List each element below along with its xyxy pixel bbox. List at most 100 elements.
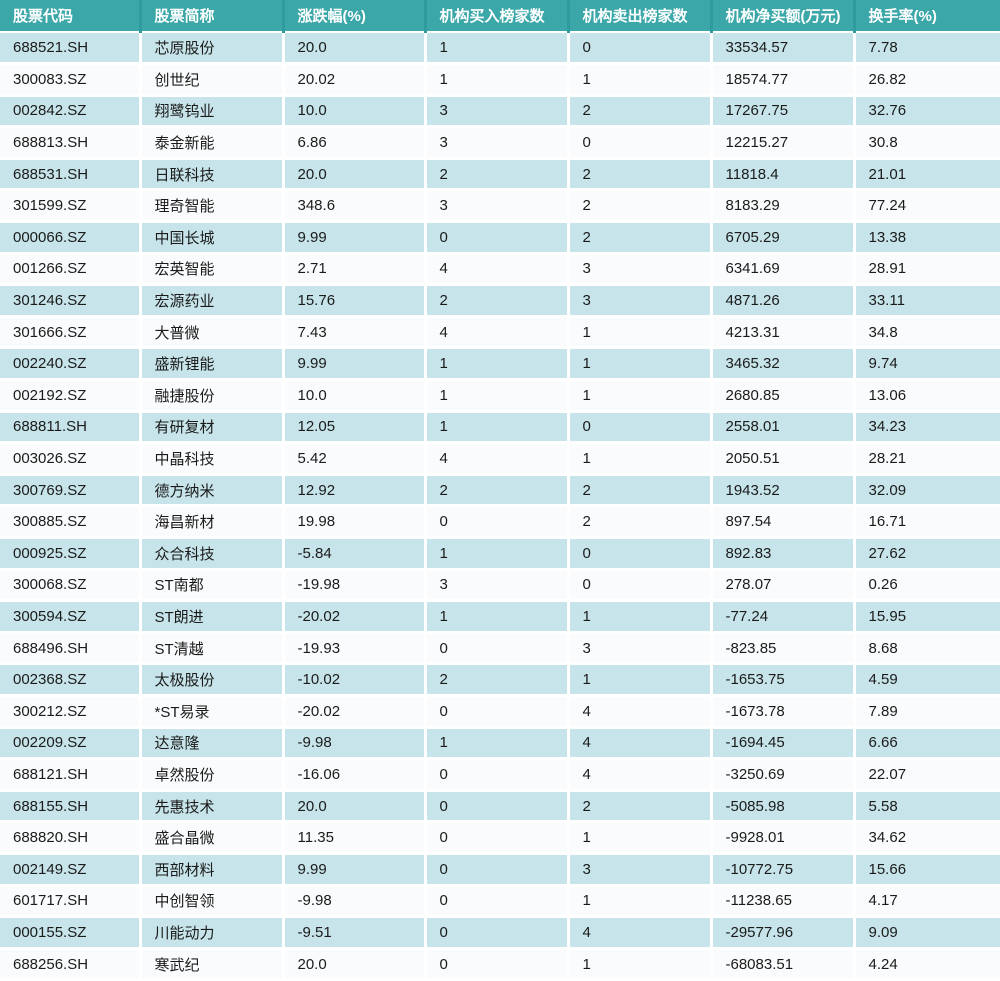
cell-change-pct: 15.76 — [281, 284, 425, 318]
cell-change-pct: 20.0 — [281, 158, 425, 192]
cell-turnover-rate-pct: 4.24 — [852, 948, 1000, 981]
cell-turnover-rate-pct: 21.01 — [852, 158, 1000, 192]
cell-turnover-rate-pct: 7.78 — [852, 32, 1000, 66]
cell-change-pct: -20.02 — [281, 600, 425, 634]
cell-turnover-rate-pct: 5.58 — [852, 790, 1000, 824]
table-row: 002240.SZ 盛新锂能 9.99 1 1 3465.32 9.74 — [0, 347, 1000, 382]
cell-stock-code: 002240.SZ — [0, 347, 140, 382]
cell-change-pct: -9.51 — [281, 916, 425, 950]
cell-stock-code: 688155.SH — [0, 790, 140, 824]
cell-change-pct: 7.43 — [281, 316, 425, 350]
cell-change-pct: 20.02 — [281, 63, 425, 97]
cell-stock-code: 002209.SZ — [0, 727, 140, 761]
cell-stock-name: 寒武纪 — [138, 948, 283, 981]
table-body: 688521.SH 芯原股份 20.0 1 0 33534.57 7.78 300083.SZ… — [0, 32, 1000, 981]
cell-inst-sell-list-count: 2 — [566, 95, 711, 129]
cell-stock-code: 000925.SZ — [0, 537, 140, 571]
cell-turnover-rate-pct: 32.76 — [852, 95, 1000, 129]
cell-turnover-rate-pct: 34.23 — [852, 411, 1000, 445]
cell-inst-net-buy-amount-wan: 892.83 — [709, 537, 854, 571]
cell-stock-code: 002368.SZ — [0, 663, 140, 697]
cell-inst-buy-list-count: 3 — [423, 189, 568, 224]
cell-stock-name: 中创智领 — [138, 885, 283, 919]
cell-inst-net-buy-amount-wan: -68083.51 — [709, 948, 854, 981]
cell-stock-name: ST朗进 — [138, 600, 283, 634]
cell-inst-net-buy-amount-wan: -9928.01 — [709, 821, 854, 855]
cell-turnover-rate-pct: 22.07 — [852, 758, 1000, 792]
cell-inst-sell-list-count: 1 — [566, 63, 711, 97]
table-header: 股票代码 股票简称 涨跌幅(%) 机构买入榜家数 机构卖出榜家数 机构净买额(万… — [0, 0, 1000, 33]
cell-change-pct: 20.0 — [281, 32, 425, 66]
cell-stock-name: 理奇智能 — [138, 189, 283, 224]
cell-inst-sell-list-count: 4 — [566, 758, 711, 792]
cell-stock-code: 688121.SH — [0, 758, 140, 792]
cell-inst-sell-list-count: 2 — [566, 790, 711, 824]
cell-turnover-rate-pct: 4.59 — [852, 663, 1000, 697]
cell-inst-sell-list-count: 4 — [566, 916, 711, 950]
cell-inst-buy-list-count: 0 — [423, 790, 568, 824]
cell-inst-buy-list-count: 0 — [423, 758, 568, 792]
cell-inst-net-buy-amount-wan: 1943.52 — [709, 474, 854, 508]
cell-turnover-rate-pct: 34.62 — [852, 821, 1000, 855]
table-row: 300885.SZ 海昌新材 19.98 0 2 897.54 16.71 — [0, 505, 1000, 539]
cell-inst-sell-list-count: 2 — [566, 474, 711, 508]
cell-inst-sell-list-count: 2 — [566, 189, 711, 224]
cell-inst-buy-list-count: 1 — [423, 347, 568, 382]
cell-inst-sell-list-count: 1 — [566, 948, 711, 981]
cell-turnover-rate-pct: 8.68 — [852, 632, 1000, 666]
table-row: 688256.SH 寒武纪 20.0 0 1 -68083.51 4.24 — [0, 948, 1000, 981]
cell-change-pct: 20.0 — [281, 948, 425, 981]
cell-change-pct: 5.42 — [281, 442, 425, 476]
col-header-turnover-rate-pct: 换手率(%) — [852, 0, 1000, 33]
cell-turnover-rate-pct: 13.38 — [852, 221, 1000, 255]
col-header-stock-name: 股票简称 — [138, 0, 283, 33]
cell-inst-sell-list-count: 0 — [566, 537, 711, 571]
cell-stock-code: 688256.SH — [0, 948, 140, 981]
cell-inst-buy-list-count: 0 — [423, 853, 568, 887]
cell-inst-net-buy-amount-wan: 897.54 — [709, 505, 854, 539]
cell-change-pct: 11.35 — [281, 821, 425, 855]
cell-stock-name: 创世纪 — [138, 63, 283, 97]
cell-change-pct: 9.99 — [281, 221, 425, 255]
cell-stock-name: 卓然股份 — [138, 758, 283, 792]
cell-stock-name: 宏源药业 — [138, 284, 283, 318]
cell-inst-net-buy-amount-wan: -5085.98 — [709, 790, 854, 824]
cell-inst-net-buy-amount-wan: -11238.65 — [709, 885, 854, 919]
cell-change-pct: 10.0 — [281, 379, 425, 413]
cell-change-pct: 9.99 — [281, 853, 425, 887]
cell-inst-buy-list-count: 0 — [423, 885, 568, 919]
cell-inst-net-buy-amount-wan: -823.85 — [709, 632, 854, 666]
cell-turnover-rate-pct: 9.09 — [852, 916, 1000, 950]
cell-inst-net-buy-amount-wan: 2050.51 — [709, 442, 854, 476]
cell-stock-code: 000066.SZ — [0, 221, 140, 255]
cell-change-pct: -16.06 — [281, 758, 425, 792]
cell-stock-code: 003026.SZ — [0, 442, 140, 476]
cell-inst-buy-list-count: 4 — [423, 253, 568, 287]
cell-stock-name: ST清越 — [138, 632, 283, 666]
cell-inst-net-buy-amount-wan: -1694.45 — [709, 727, 854, 761]
cell-stock-name: 有研复材 — [138, 411, 283, 445]
cell-inst-sell-list-count: 1 — [566, 347, 711, 382]
table-row: 001266.SZ 宏英智能 2.71 4 3 6341.69 28.91 — [0, 253, 1000, 287]
cell-inst-buy-list-count: 1 — [423, 537, 568, 571]
cell-stock-code: 300769.SZ — [0, 474, 140, 508]
cell-stock-name: 融捷股份 — [138, 379, 283, 413]
cell-inst-sell-list-count: 2 — [566, 158, 711, 192]
cell-turnover-rate-pct: 9.74 — [852, 347, 1000, 382]
cell-inst-net-buy-amount-wan: 8183.29 — [709, 189, 854, 224]
cell-inst-buy-list-count: 1 — [423, 63, 568, 97]
cell-stock-code: 688811.SH — [0, 411, 140, 445]
cell-stock-name: 西部材料 — [138, 853, 283, 887]
table-row: 002209.SZ 达意隆 -9.98 1 4 -1694.45 6.66 — [0, 727, 1000, 761]
cell-inst-sell-list-count: 0 — [566, 32, 711, 66]
cell-inst-buy-list-count: 1 — [423, 379, 568, 413]
cell-stock-name: 达意隆 — [138, 727, 283, 761]
cell-inst-buy-list-count: 2 — [423, 663, 568, 697]
cell-inst-buy-list-count: 0 — [423, 632, 568, 666]
cell-inst-buy-list-count: 0 — [423, 505, 568, 539]
cell-inst-sell-list-count: 4 — [566, 695, 711, 729]
cell-inst-net-buy-amount-wan: -1653.75 — [709, 663, 854, 697]
cell-turnover-rate-pct: 6.66 — [852, 727, 1000, 761]
cell-change-pct: -9.98 — [281, 885, 425, 919]
table-row: 688820.SH 盛合晶微 11.35 0 1 -9928.01 34.62 — [0, 821, 1000, 855]
